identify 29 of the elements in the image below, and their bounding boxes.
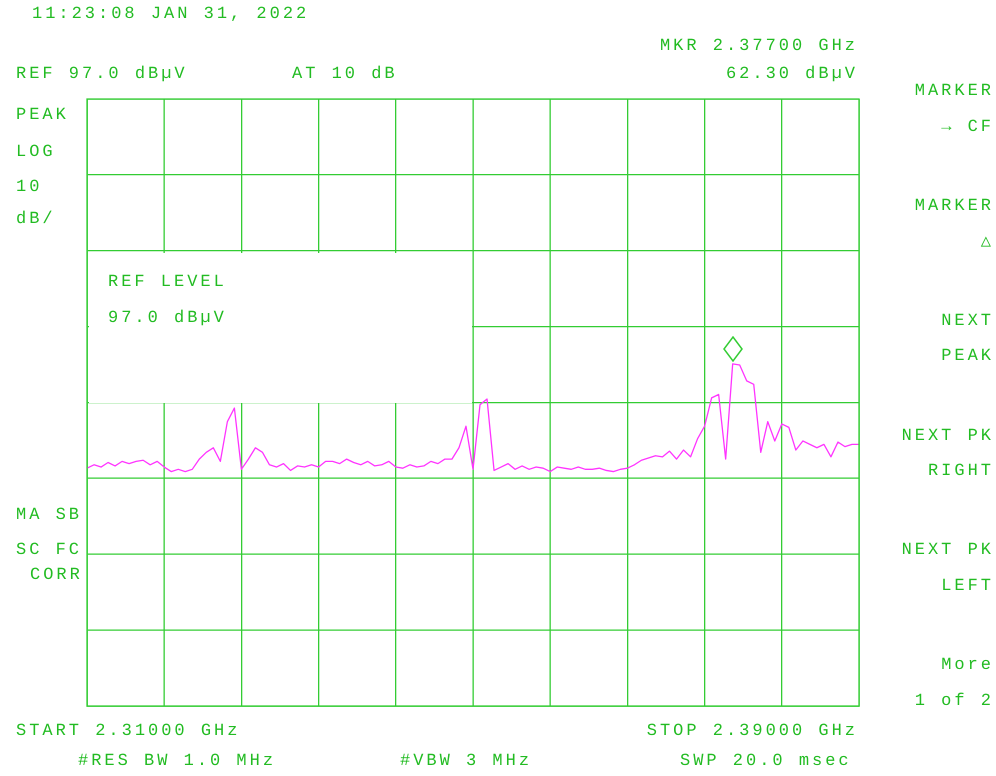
text: LEFT [941, 577, 994, 597]
text: LOG [16, 143, 56, 163]
text: NEXT [941, 312, 994, 332]
text: SWP 20.0 msec [680, 752, 852, 772]
text: △ [980, 233, 994, 253]
text: MA SB [16, 506, 82, 526]
text: More [941, 656, 994, 676]
text: NEXT PK [902, 427, 994, 447]
text: RIGHT [928, 462, 994, 482]
text: CORR [30, 566, 83, 586]
text: 11:23:08 JAN 31, 2022 [32, 5, 310, 25]
text: AT 10 dB [292, 65, 398, 85]
text: #VBW 3 MHz [400, 752, 532, 772]
text: MKR 2.37700 GHz [660, 37, 858, 57]
text: dB/ [16, 210, 56, 230]
text: → CF [941, 118, 994, 138]
text: NEXT PK [902, 541, 994, 561]
text: REF 97.0 dBµV [16, 65, 188, 85]
text: PEAK [941, 347, 994, 367]
text: START 2.31000 GHz [16, 722, 240, 742]
text: 62.30 dBµV [726, 65, 858, 85]
text: STOP 2.39000 GHz [646, 722, 858, 742]
text: SC FC [16, 541, 82, 561]
text: MARKER [914, 82, 994, 102]
text: 10 [16, 178, 42, 198]
text: PEAK [16, 106, 69, 126]
text: MARKER [914, 197, 994, 217]
text: 1 of 2 [914, 692, 994, 712]
text: #RES BW 1.0 MHz [78, 752, 276, 772]
